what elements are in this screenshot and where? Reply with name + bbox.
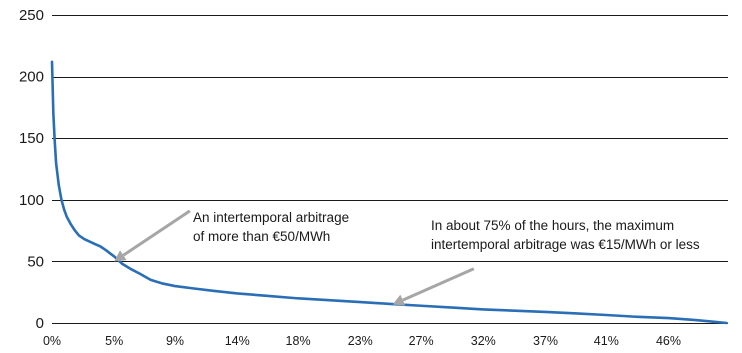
x-tick-label: 46% xyxy=(656,334,681,348)
annotation-arrow xyxy=(122,209,191,257)
annotation-text: An intertemporal arbitrage xyxy=(193,210,349,225)
annotations: An intertemporal arbitrage of more than €… xyxy=(114,209,700,306)
annotation-arrowhead xyxy=(114,250,127,262)
y-tick-label: 50 xyxy=(27,253,44,270)
x-tick-label: 5% xyxy=(105,334,123,348)
series-layer xyxy=(50,60,728,325)
y-tick-label: 200 xyxy=(19,69,44,86)
y-tick-label: 150 xyxy=(19,130,44,147)
annotation-arrowhead xyxy=(392,294,406,306)
x-axis-ticks: 0% 5% 9% 14% 18% 23% 27% 32% 37% 41% 46% xyxy=(43,334,681,348)
annotation-text: of more than €50/MWh xyxy=(193,229,330,244)
x-tick-label: 9% xyxy=(166,334,184,348)
x-tick-label: 41% xyxy=(594,334,619,348)
x-tick-label: 18% xyxy=(286,334,311,348)
y-tick-label: 100 xyxy=(19,192,44,209)
x-tick-label: 37% xyxy=(533,334,558,348)
y-tick-label: 0 xyxy=(36,315,44,332)
annotation-text: intertemporal arbitrage was €15/MWh or l… xyxy=(431,237,700,252)
annotation-arrow xyxy=(402,267,475,302)
gridlines xyxy=(52,15,728,324)
series-line xyxy=(50,60,728,325)
x-tick-label: 23% xyxy=(348,334,373,348)
x-tick-label: 14% xyxy=(225,334,250,348)
x-tick-label: 32% xyxy=(471,334,496,348)
x-tick-label: 0% xyxy=(43,334,61,348)
y-axis-ticks: 0 50 100 150 200 250 xyxy=(19,7,44,332)
y-tick-label: 250 xyxy=(19,7,44,24)
x-tick-label: 27% xyxy=(409,334,434,348)
annotation-text: In about 75% of the hours, the maximum xyxy=(431,218,674,233)
